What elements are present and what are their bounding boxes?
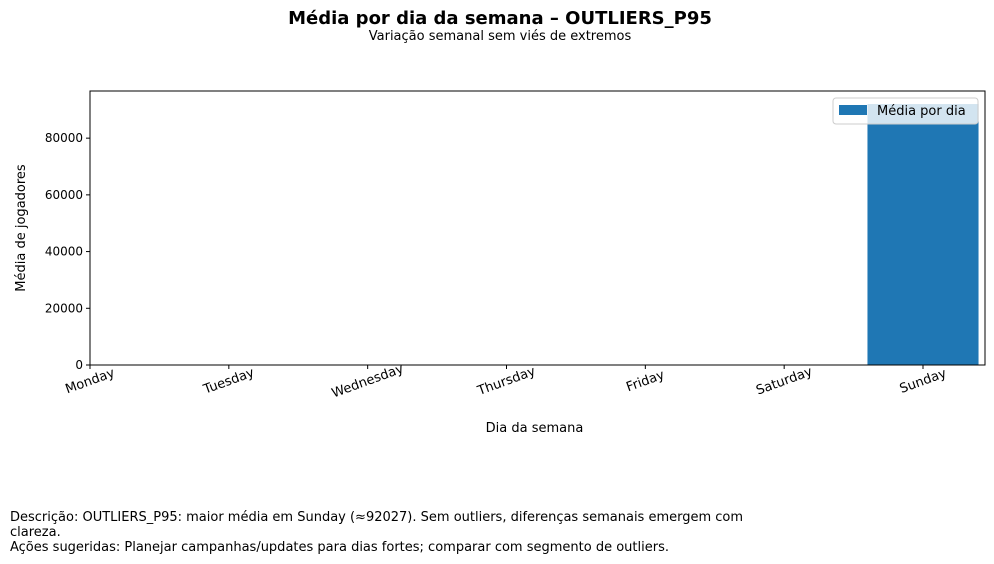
x-axis-label: Dia da semana [486,421,584,436]
y-tick-label: 20000 [45,301,83,315]
x-tick-label-friday: Friday [624,368,666,396]
y-tick-label: 40000 [45,245,83,259]
x-tick-label-sunday: Sunday [898,366,949,397]
plot-frame [89,90,986,366]
y-tick-label: 80000 [45,131,83,145]
description-line-1: Descrição: OUTLIERS_P95: maior média em … [10,510,744,525]
x-tick-label-saturday: Saturday [754,364,814,398]
y-tick-label: 0 [75,358,83,372]
x-tick-label-monday: Monday [63,366,117,398]
legend-label: Média por dia [877,104,966,119]
bar-sunday [867,104,979,365]
chart-title: Média por dia da semana – OUTLIERS_P95 [288,8,712,29]
y-axis-label: Média de jogadores [14,164,29,292]
legend-swatch [839,105,867,115]
description-line-3: Ações sugeridas: Planejar campanhas/upda… [10,540,669,555]
description-block: Descrição: OUTLIERS_P95: maior média em … [10,510,810,555]
legend-box [832,97,979,125]
chart-subtitle: Variação semanal sem viés de extremos [368,29,632,44]
x-tick-label-thursday: Thursday [475,364,538,399]
x-tick-label-tuesday: Tuesday [201,365,257,398]
description-line-2: clareza. [10,525,61,540]
y-tick-label: 60000 [45,188,83,202]
